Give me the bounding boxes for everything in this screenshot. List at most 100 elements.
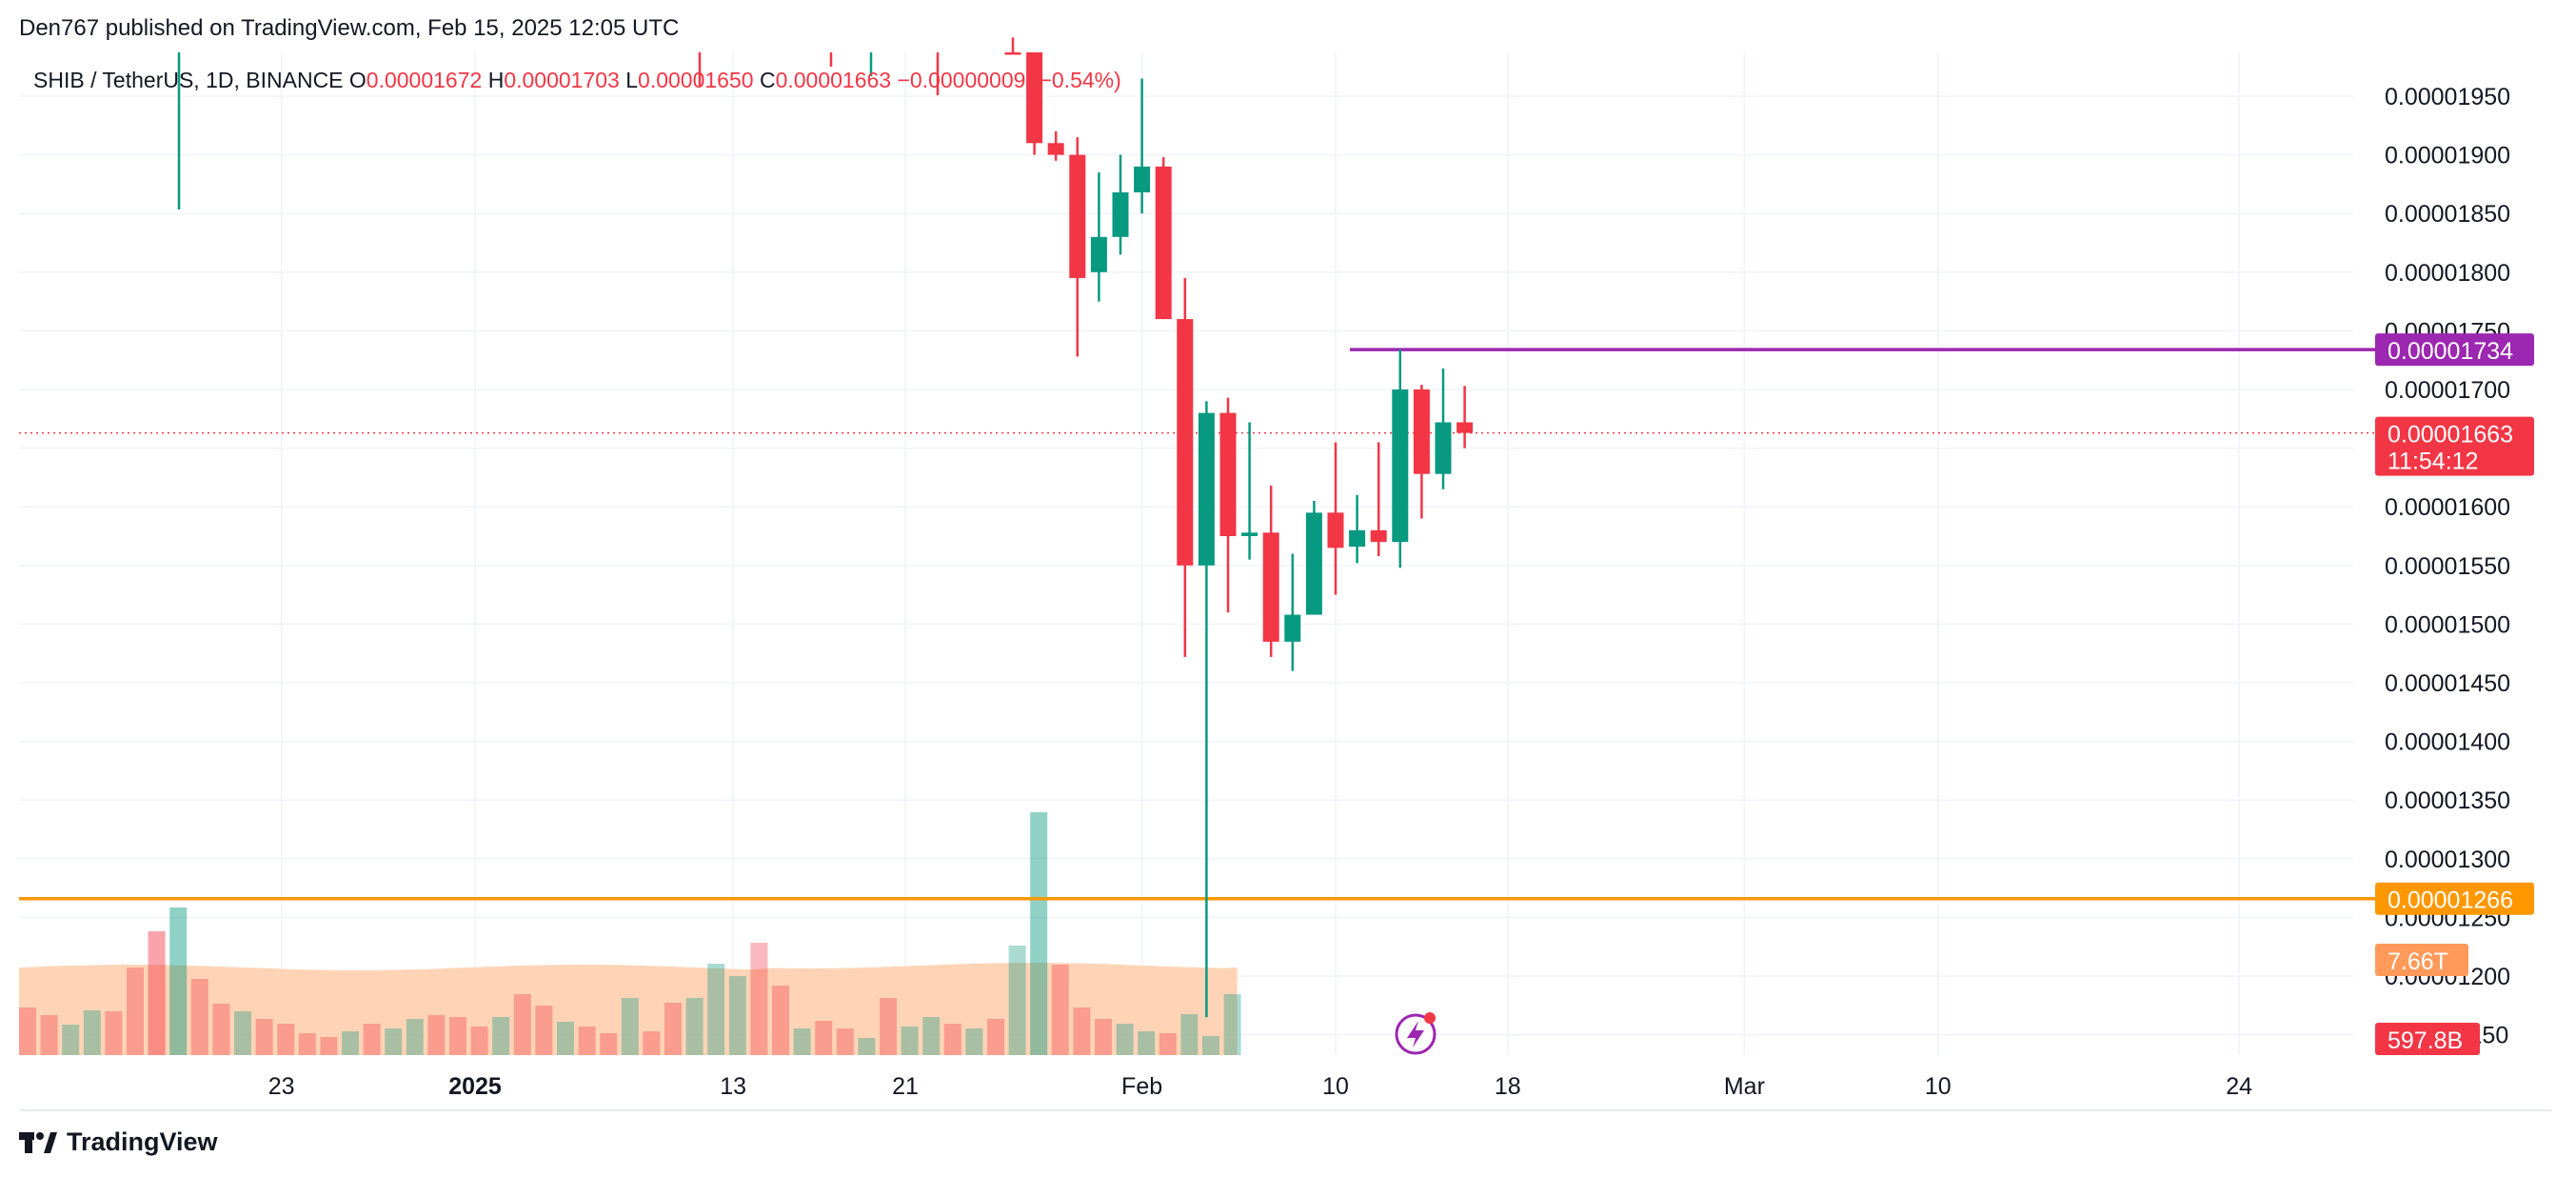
brand-text: TradingView <box>67 1127 218 1156</box>
volume-bar <box>685 998 703 1055</box>
volume-bar <box>578 1027 596 1055</box>
volume-ma-tag-bg <box>2375 944 2468 976</box>
volume-bar <box>212 1004 230 1055</box>
legend-l-label: L <box>625 68 638 92</box>
volume-bar <box>1223 994 1241 1055</box>
candle-body <box>1305 512 1322 615</box>
flash-icon[interactable] <box>1395 1012 1437 1055</box>
volume-tag-bg <box>2375 1023 2480 1055</box>
last-price-tag-text: 11:54:12 <box>2388 449 2478 475</box>
time-tick-label: 23 <box>268 1073 295 1100</box>
candle-body <box>1284 614 1301 642</box>
legend-close: 0.00001663 <box>776 68 898 92</box>
price-tick-label: 0.00001350 <box>2385 788 2510 814</box>
tradingview-brand[interactable]: TradingView <box>19 1127 218 1157</box>
volume-bar <box>943 1024 961 1055</box>
time-tick-label: 2025 <box>448 1073 502 1100</box>
volume-bar <box>750 943 768 1055</box>
volume-bar <box>470 1027 488 1055</box>
volume-bar <box>815 1021 833 1055</box>
time-tick-label: 10 <box>1925 1073 1952 1100</box>
price-tick-label: 0.00001300 <box>2385 847 2510 873</box>
legend-c-label: C <box>760 68 776 92</box>
candle-body <box>1241 532 1258 536</box>
volume-bar <box>664 1003 682 1055</box>
volume-bar <box>105 1011 123 1055</box>
resistance-tag-text: 0.00001734 <box>2388 338 2513 365</box>
candle-body <box>1413 389 1430 474</box>
price-tick-label: 0.00001600 <box>2385 494 2510 521</box>
volume-bar <box>707 964 725 1055</box>
candle-body <box>1370 529 1387 543</box>
chart-grid <box>19 52 2551 1111</box>
time-tick-label: 24 <box>2226 1073 2252 1100</box>
candle-body <box>1069 154 1086 278</box>
volume-bar <box>1138 1031 1156 1055</box>
volume-bar <box>535 1006 553 1055</box>
candle-body <box>1456 422 1474 433</box>
volume-bar <box>234 1011 251 1055</box>
horizontal-lines <box>19 348 2375 901</box>
chart-legend: SHIB / TetherUS, 1D, BINANCE O0.00001672… <box>33 68 1121 92</box>
support-tag-text: 0.00001266 <box>2388 888 2513 914</box>
price-tick-label: 0.00001700 <box>2385 377 2510 404</box>
candle-body <box>1198 412 1215 566</box>
volume-bar <box>492 1017 510 1055</box>
price-tick-label: 0.00001850 <box>2385 201 2510 228</box>
volume-bar <box>880 998 897 1055</box>
candle-body <box>1262 532 1279 642</box>
time-tick-label: 21 <box>892 1073 919 1100</box>
volume-bar <box>40 1015 58 1055</box>
legend-low: 0.00001650 <box>638 68 760 92</box>
volume-bar <box>1051 965 1069 1055</box>
volume-bar <box>1116 1024 1134 1055</box>
volume-bar <box>772 986 789 1055</box>
volume-bar <box>858 1038 876 1055</box>
volume-bar <box>1159 1033 1177 1055</box>
volume-layer <box>19 812 1241 1055</box>
price-tick-label: 0.00001450 <box>2385 670 2510 697</box>
volume-bar <box>255 1019 273 1055</box>
volume-bar <box>298 1033 316 1055</box>
resistance-tag-bg <box>2375 333 2534 367</box>
volume-bar <box>1030 812 1048 1055</box>
volume-bar <box>320 1037 338 1055</box>
volume-bar <box>385 1028 403 1055</box>
legend-o-label: O <box>349 68 367 92</box>
time-tick-label: 10 <box>1322 1073 1349 1100</box>
volume-bar <box>19 1007 36 1055</box>
time-tick-label: Feb <box>1121 1073 1162 1100</box>
price-tick-label: 0.00001900 <box>2385 143 2510 170</box>
price-tick-label: 0.00001500 <box>2385 611 2510 638</box>
candle-body <box>1392 389 1409 543</box>
legend-change: −0.00000009 (−0.54%) <box>897 68 1120 92</box>
volume-bar <box>449 1017 466 1055</box>
last-price-tag-bg <box>2375 416 2534 476</box>
volume-bar <box>406 1019 424 1055</box>
support-tag-bg <box>2375 882 2534 915</box>
volume-bar <box>793 1028 811 1055</box>
volume-bar <box>901 1027 919 1055</box>
time-tick-label: 13 <box>720 1073 746 1100</box>
volume-bar <box>148 931 166 1055</box>
volume-bar <box>965 1028 983 1055</box>
wick-artifacts <box>177 52 940 209</box>
candle-body <box>1090 236 1107 272</box>
volume-bar <box>1008 946 1026 1055</box>
legend-symbol: SHIB / TetherUS, 1D, BINANCE <box>33 68 349 92</box>
candle-body <box>1112 192 1129 237</box>
candle-body <box>1026 52 1043 144</box>
time-tick-label: Mar <box>1724 1073 1765 1100</box>
volume-bar <box>513 994 531 1055</box>
volume-bar <box>621 998 639 1055</box>
candle-body <box>1349 529 1366 548</box>
volume-bar <box>987 1019 1004 1055</box>
volume-bar <box>1095 1019 1112 1055</box>
legend-high: 0.00001703 <box>504 68 625 92</box>
legend-open: 0.00001672 <box>367 68 488 92</box>
volume-ma-tag-text: 7.66T <box>2388 948 2448 975</box>
volume-bar <box>836 1028 854 1055</box>
candles <box>1004 37 1474 1018</box>
